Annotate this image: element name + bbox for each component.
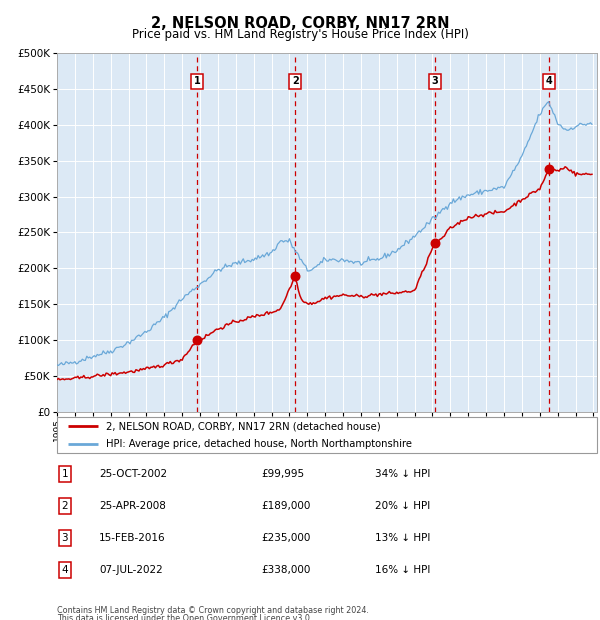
- Text: This data is licensed under the Open Government Licence v3.0.: This data is licensed under the Open Gov…: [57, 614, 313, 620]
- Text: £338,000: £338,000: [261, 565, 310, 575]
- Text: 16% ↓ HPI: 16% ↓ HPI: [375, 565, 430, 575]
- Text: 1: 1: [61, 469, 68, 479]
- Text: 20% ↓ HPI: 20% ↓ HPI: [375, 501, 430, 511]
- Text: 2, NELSON ROAD, CORBY, NN17 2RN: 2, NELSON ROAD, CORBY, NN17 2RN: [151, 16, 449, 30]
- Text: 07-JUL-2022: 07-JUL-2022: [99, 565, 163, 575]
- Text: Price paid vs. HM Land Registry's House Price Index (HPI): Price paid vs. HM Land Registry's House …: [131, 28, 469, 41]
- Point: [290, 272, 300, 281]
- Text: 1: 1: [193, 76, 200, 86]
- Text: HPI: Average price, detached house, North Northamptonshire: HPI: Average price, detached house, Nort…: [106, 440, 412, 450]
- Text: 3: 3: [61, 533, 68, 543]
- Point: [544, 164, 554, 174]
- Text: 3: 3: [431, 76, 438, 86]
- Text: 15-FEB-2016: 15-FEB-2016: [99, 533, 166, 543]
- Text: £189,000: £189,000: [261, 501, 310, 511]
- Text: 25-OCT-2002: 25-OCT-2002: [99, 469, 167, 479]
- Text: 2, NELSON ROAD, CORBY, NN17 2RN (detached house): 2, NELSON ROAD, CORBY, NN17 2RN (detache…: [106, 422, 380, 432]
- Text: 4: 4: [61, 565, 68, 575]
- Text: Contains HM Land Registry data © Crown copyright and database right 2024.: Contains HM Land Registry data © Crown c…: [57, 606, 369, 616]
- Text: 4: 4: [546, 76, 553, 86]
- Text: 2: 2: [292, 76, 299, 86]
- Text: £235,000: £235,000: [261, 533, 310, 543]
- Text: £99,995: £99,995: [261, 469, 304, 479]
- Point: [192, 335, 202, 345]
- Text: 13% ↓ HPI: 13% ↓ HPI: [375, 533, 430, 543]
- Text: 2: 2: [61, 501, 68, 511]
- Point: [430, 238, 439, 248]
- Text: 25-APR-2008: 25-APR-2008: [99, 501, 166, 511]
- Text: 34% ↓ HPI: 34% ↓ HPI: [375, 469, 430, 479]
